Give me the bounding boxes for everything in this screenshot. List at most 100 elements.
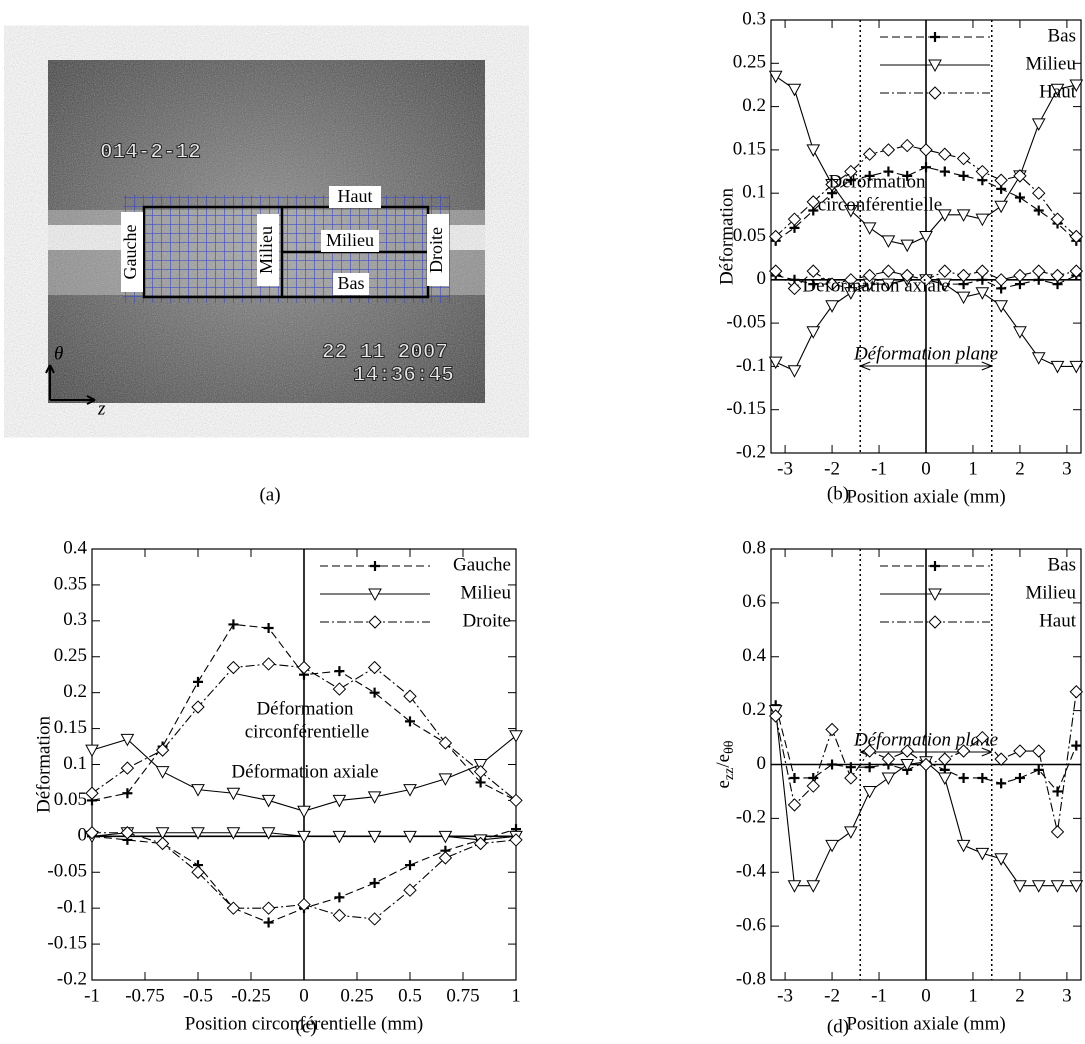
marker-diamond xyxy=(367,912,382,926)
annotation: Déformation xyxy=(828,171,926,192)
marker-triangle xyxy=(900,759,915,772)
y-tick-label: 0.4 xyxy=(63,537,87,558)
marker-triangle xyxy=(367,791,382,804)
annotation: Déformation axiale xyxy=(231,761,378,782)
marker-triangle xyxy=(787,365,802,378)
marker-diamond xyxy=(994,752,1008,766)
marker-diamond xyxy=(956,151,971,166)
marker-plus xyxy=(864,170,875,181)
mesh xyxy=(123,195,450,303)
y-tick-label: 0.15 xyxy=(733,138,766,159)
marker-triangle xyxy=(956,209,971,222)
marker-diamond xyxy=(844,164,858,179)
y-tick-label: 0.25 xyxy=(54,645,87,666)
x-axis-label: Position axiale (mm) xyxy=(846,1013,1005,1034)
y-axis-label-part: θθ xyxy=(722,740,737,754)
marker-triangle xyxy=(1069,79,1084,92)
x-tick-label: 1 xyxy=(968,985,978,1006)
annotation: Déformation axiale xyxy=(802,275,949,296)
x-tick-label: 1 xyxy=(511,985,521,1006)
marker-plus xyxy=(334,666,345,677)
marker-triangle xyxy=(881,235,896,248)
marker-triangle xyxy=(1069,880,1084,893)
marker-plus xyxy=(921,162,931,173)
marker-plus xyxy=(369,878,380,889)
marker-diamond xyxy=(332,682,347,696)
marker-diamond xyxy=(844,771,858,785)
y-axis-label-part: e xyxy=(713,780,734,788)
marker-diamond xyxy=(919,273,933,287)
marker-diamond xyxy=(994,173,1008,187)
y-tick-label: -0.1 xyxy=(57,897,87,918)
marker-triangle xyxy=(1069,360,1084,374)
stamp-time: 14:36:45 xyxy=(353,365,454,388)
marker-triangle xyxy=(787,880,802,893)
marker-diamond xyxy=(1013,744,1027,758)
marker-diamond xyxy=(956,744,971,758)
marker-diamond xyxy=(509,833,523,847)
marker-triangle xyxy=(975,213,990,227)
marker-diamond xyxy=(1013,169,1027,183)
marker-diamond xyxy=(438,851,453,865)
marker-plus xyxy=(808,279,819,290)
plane-label: Déformation plane xyxy=(853,729,998,750)
marker-plus xyxy=(1014,772,1025,783)
marker-triangle xyxy=(1050,83,1065,97)
x-tick-label: -3 xyxy=(777,985,793,1006)
zone-label: Droite xyxy=(426,227,446,273)
marker-diamond xyxy=(1050,212,1065,226)
marker-triangle xyxy=(1050,880,1065,893)
marker-triangle xyxy=(994,200,1008,214)
marker-diamond xyxy=(1032,264,1046,278)
stamp-id: 014-2-12 xyxy=(100,142,201,165)
marker-plus xyxy=(475,777,486,788)
marker-plus xyxy=(334,892,345,903)
marker-triangle xyxy=(85,744,99,758)
x-tick-label: -2 xyxy=(824,458,840,479)
marker-triangle xyxy=(261,794,276,808)
marker-plus xyxy=(1033,205,1044,216)
marker-diamond xyxy=(919,757,933,772)
marker-triangle xyxy=(226,827,241,840)
marker-diamond xyxy=(1013,268,1027,283)
marker-plus xyxy=(1014,192,1025,203)
marker-triangle xyxy=(844,287,858,300)
marker-triangle xyxy=(332,794,347,808)
marker-plus xyxy=(939,166,950,177)
marker-triangle xyxy=(403,784,417,797)
plane-arrow xyxy=(860,361,992,371)
marker-plus xyxy=(930,561,940,571)
marker-plus xyxy=(958,170,969,181)
x-tick-label: -1 xyxy=(84,985,100,1006)
marker-triangle xyxy=(768,356,783,370)
marker-plus xyxy=(883,166,894,177)
y-tick-label: 0.3 xyxy=(742,8,766,29)
marker-diamond xyxy=(768,264,783,278)
annotation: Déformation xyxy=(256,698,354,719)
marker-plus xyxy=(370,561,380,571)
x-tick-label: 3 xyxy=(1062,985,1072,1006)
zone-label: Milieu xyxy=(256,226,276,274)
marker-diamond xyxy=(120,761,135,775)
marker-triangle xyxy=(919,231,933,244)
marker-diamond xyxy=(928,86,942,100)
series-line xyxy=(775,705,1077,793)
marker-triangle xyxy=(825,300,839,313)
plane-label: Déformation plane xyxy=(853,343,998,364)
marker-diamond xyxy=(787,281,802,296)
marker-diamond xyxy=(844,273,858,287)
y-tick-label: -0.8 xyxy=(736,968,766,989)
marker-diamond xyxy=(85,786,99,800)
marker-triangle xyxy=(191,827,205,840)
marker-triangle xyxy=(881,278,896,292)
marker-diamond xyxy=(1032,744,1046,758)
legend-label: Droite xyxy=(462,610,511,631)
marker-triangle xyxy=(928,588,942,602)
x-tick-label: -0.5 xyxy=(183,985,213,1006)
zone-label: Bas xyxy=(338,273,365,293)
marker-triangle xyxy=(332,830,347,844)
x-axis-label: Position axiale (mm) xyxy=(846,486,1005,507)
annotation: circonférentielle xyxy=(245,721,369,742)
y-tick-label: -0.6 xyxy=(736,914,766,935)
